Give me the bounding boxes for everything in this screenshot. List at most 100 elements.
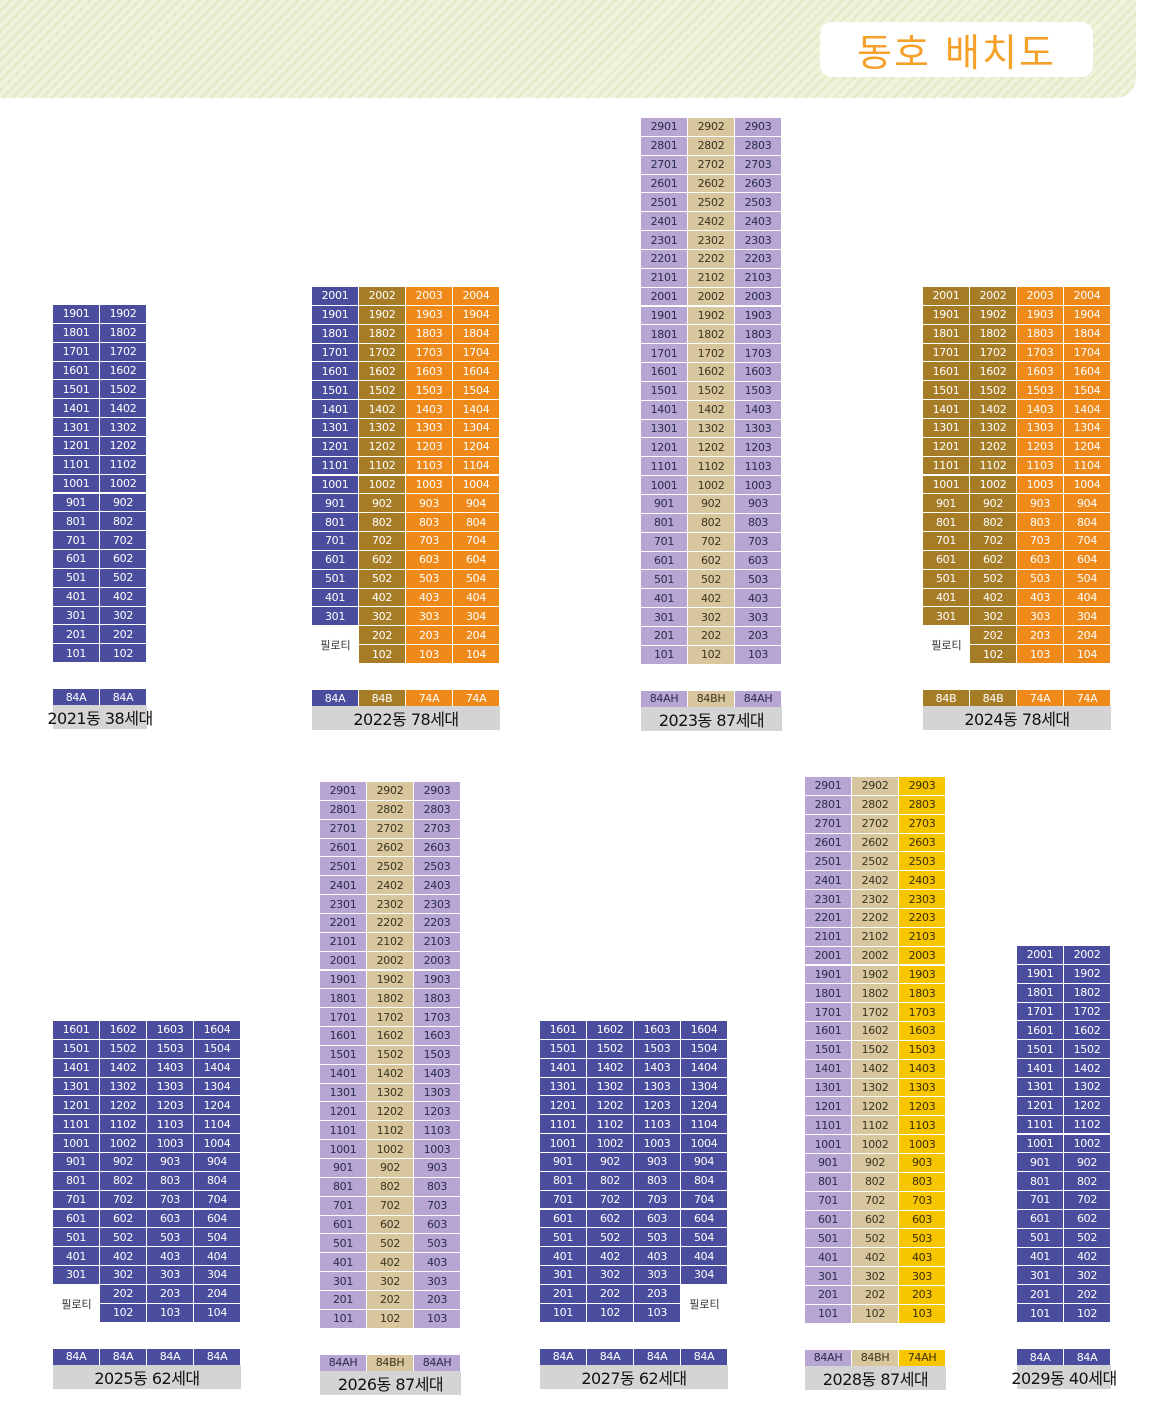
unit-cell: 1301 [540,1077,587,1097]
unit-cell: 304 [681,1266,728,1285]
unit-cell: 501 [641,570,688,590]
unit-cell: 902 [100,1152,147,1172]
unit-cell: 1503 [735,381,782,401]
unit-cell: 801 [312,513,359,533]
unit-cell: 2001 [1017,946,1064,965]
unit-cell: 1501 [53,1039,100,1059]
unit-cell: 1403 [735,400,782,420]
unit-cell: 1601 [641,363,688,382]
unit-cell: 703 [414,1196,461,1216]
unit-cell: 1802 [1064,983,1111,1003]
unit-cell: 1502 [587,1039,634,1059]
unit-cell: 301 [312,607,359,627]
unit-cell: 2402 [367,876,414,896]
unit-cell: 1004 [194,1134,241,1153]
unit-cell: 802 [100,1171,147,1191]
unit-cell: 1001 [923,475,970,495]
unit-cell: 802 [852,1172,899,1192]
unit-cell: 601 [641,551,688,571]
unit-cell: 501 [320,1234,367,1254]
unit-cell: 1704 [1064,343,1111,363]
unit-cell: 1701 [641,344,688,364]
unit-cell: 1601 [53,1021,100,1040]
unit-cell: 1501 [641,381,688,401]
unit-cell: 1302 [1064,1077,1111,1097]
unit-cell: 702 [852,1191,899,1211]
unit-cell: 1502 [100,1039,147,1059]
unit-cell: 301 [53,1266,100,1285]
unit-cell: 603 [735,551,782,571]
unit-cell: 1003 [1017,475,1064,495]
unit-type-row: 84AH 84BH 84AH [641,690,782,707]
unit-type-label: 84BH [852,1349,899,1366]
unit-cell: 701 [53,531,100,551]
unit-cell: 802 [100,512,147,532]
unit-type-label: 74A [453,690,500,706]
unit-type-label: 84B [923,690,970,706]
unit-grid: 101 201 301 401 501 601 701 801 901 1001 1101 1201 1… [53,305,147,664]
unit-cell: 2502 [688,193,735,213]
unit-cell: 1202 [100,1096,147,1116]
unit-cell: 1503 [414,1045,461,1065]
unit-cell: 2801 [805,795,852,815]
unit-cell: 1802 [970,324,1017,344]
unit-cell: 1603 [1017,362,1064,382]
unit-cell: 1001 [53,1134,100,1153]
unit-cell: 504 [453,569,500,589]
unit-cell: 604 [453,550,500,570]
unit-cell: 501 [805,1229,852,1249]
unit-cell: 1103 [406,456,453,476]
unit-cell: 301 [540,1266,587,1285]
unit-cell: 1901 [320,970,367,990]
unit-cell: 1303 [735,419,782,439]
building-caption: 2027동 62세대 [540,1364,728,1389]
unit-cell: 202 [970,626,1017,646]
unit-cell: 1504 [453,381,500,401]
unit-cell: 703 [634,1190,681,1210]
unit-cell: 503 [1017,569,1064,589]
unit-cell: 401 [641,589,688,609]
unit-cell: 501 [1017,1228,1064,1248]
unit-cell: 2201 [641,249,688,269]
unit-cell: 402 [688,589,735,609]
unit-cell: 802 [1064,1172,1111,1192]
unit-cell: 402 [100,587,147,607]
unit-cell: 1603 [147,1021,194,1040]
unit-cell: 801 [53,512,100,532]
unit-cell: 201 [320,1290,367,1310]
unit-cell: 1702 [688,344,735,364]
unit-cell: 402 [359,588,406,608]
unit-cell: 1204 [1064,437,1111,457]
unit-cell: 1203 [414,1102,461,1122]
unit-type-row: 84A 84B 74A 74A [312,690,500,706]
unit-type-label: 74A [406,690,453,706]
unit-cell: 1003 [414,1140,461,1159]
unit-cell: 401 [1017,1247,1064,1267]
unit-cell: 1103 [735,457,782,477]
unit-cell: 202 [359,626,406,646]
unit-cell: 1601 [320,1027,367,1046]
unit-cell: 302 [1064,1266,1111,1286]
unit-cell: 1502 [1064,1040,1111,1060]
unit-cell: 1802 [100,323,147,343]
unit-cell: 801 [923,513,970,533]
unit-cell: 1104 [1064,456,1111,476]
unit-cell: 103 [406,645,453,664]
unit-type-label: 74A [1064,690,1111,706]
unit-cell: 2702 [367,819,414,839]
unit-cell: 1404 [194,1058,241,1078]
unit-cell: 1502 [852,1040,899,1060]
unit-cell: 1801 [312,324,359,344]
unit-cell: 402 [587,1247,634,1267]
unit-cell: 103 [735,645,782,665]
unit-type-label: 84A [53,1348,100,1365]
unit-cell: 1602 [367,1027,414,1046]
unit-cell: 2901 [641,118,688,137]
unit-cell: 701 [53,1190,100,1210]
unit-cell: 1102 [100,1115,147,1135]
unit-type-label: 84A [100,689,147,706]
unit-cell: 602 [688,551,735,571]
unit-cell: 403 [147,1247,194,1267]
unit-cell: 401 [312,588,359,608]
unit-cell: 101 [805,1304,852,1324]
